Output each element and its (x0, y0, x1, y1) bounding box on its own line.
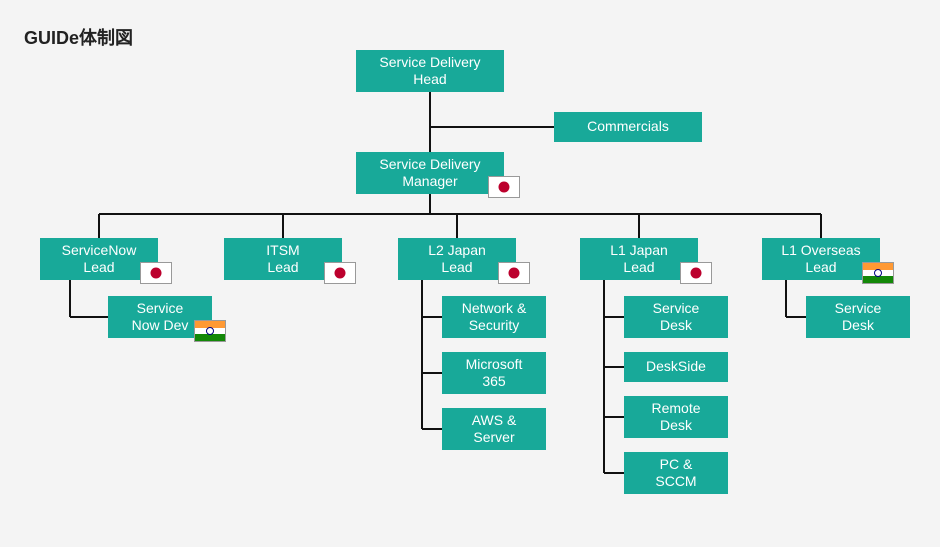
node-label: ServiceNow Lead (62, 242, 137, 277)
node-commercials: Commercials (554, 112, 702, 142)
node-label: Service Desk (835, 300, 882, 335)
node-label: Service Delivery Head (379, 54, 480, 89)
node-sd_manager: Service Delivery Manager (356, 152, 504, 194)
node-label: ITSM Lead (266, 242, 299, 277)
node-remote_desk: Remote Desk (624, 396, 728, 438)
node-label: Service Now Dev (132, 300, 189, 335)
flag-india-icon (862, 262, 894, 284)
node-label: Remote Desk (651, 400, 700, 435)
node-ms365: Microsoft 365 (442, 352, 546, 394)
flag-japan-icon (488, 176, 520, 198)
node-label: L1 Japan Lead (610, 242, 668, 277)
node-label: DeskSide (646, 358, 706, 376)
node-label: L2 Japan Lead (428, 242, 486, 277)
node-label: AWS & Server (472, 412, 517, 447)
flag-india-icon (194, 320, 226, 342)
node-label: Service Delivery Manager (379, 156, 480, 191)
node-label: Commercials (587, 118, 669, 136)
node-label: Network & Security (462, 300, 527, 335)
flag-japan-icon (680, 262, 712, 284)
flag-japan-icon (324, 262, 356, 284)
node-label: Service Desk (653, 300, 700, 335)
node-sd_head: Service Delivery Head (356, 50, 504, 92)
flag-japan-icon (498, 262, 530, 284)
node-service_desk_ov: Service Desk (806, 296, 910, 338)
node-aws_server: AWS & Server (442, 408, 546, 450)
page-title: GUIDe体制図 (24, 24, 133, 50)
node-network_sec: Network & Security (442, 296, 546, 338)
node-label: Microsoft 365 (466, 356, 523, 391)
node-service_desk_jp: Service Desk (624, 296, 728, 338)
node-label: L1 Overseas Lead (781, 242, 860, 277)
node-label: PC & SCCM (655, 456, 696, 491)
node-deskside: DeskSide (624, 352, 728, 382)
node-pc_sccm: PC & SCCM (624, 452, 728, 494)
flag-japan-icon (140, 262, 172, 284)
